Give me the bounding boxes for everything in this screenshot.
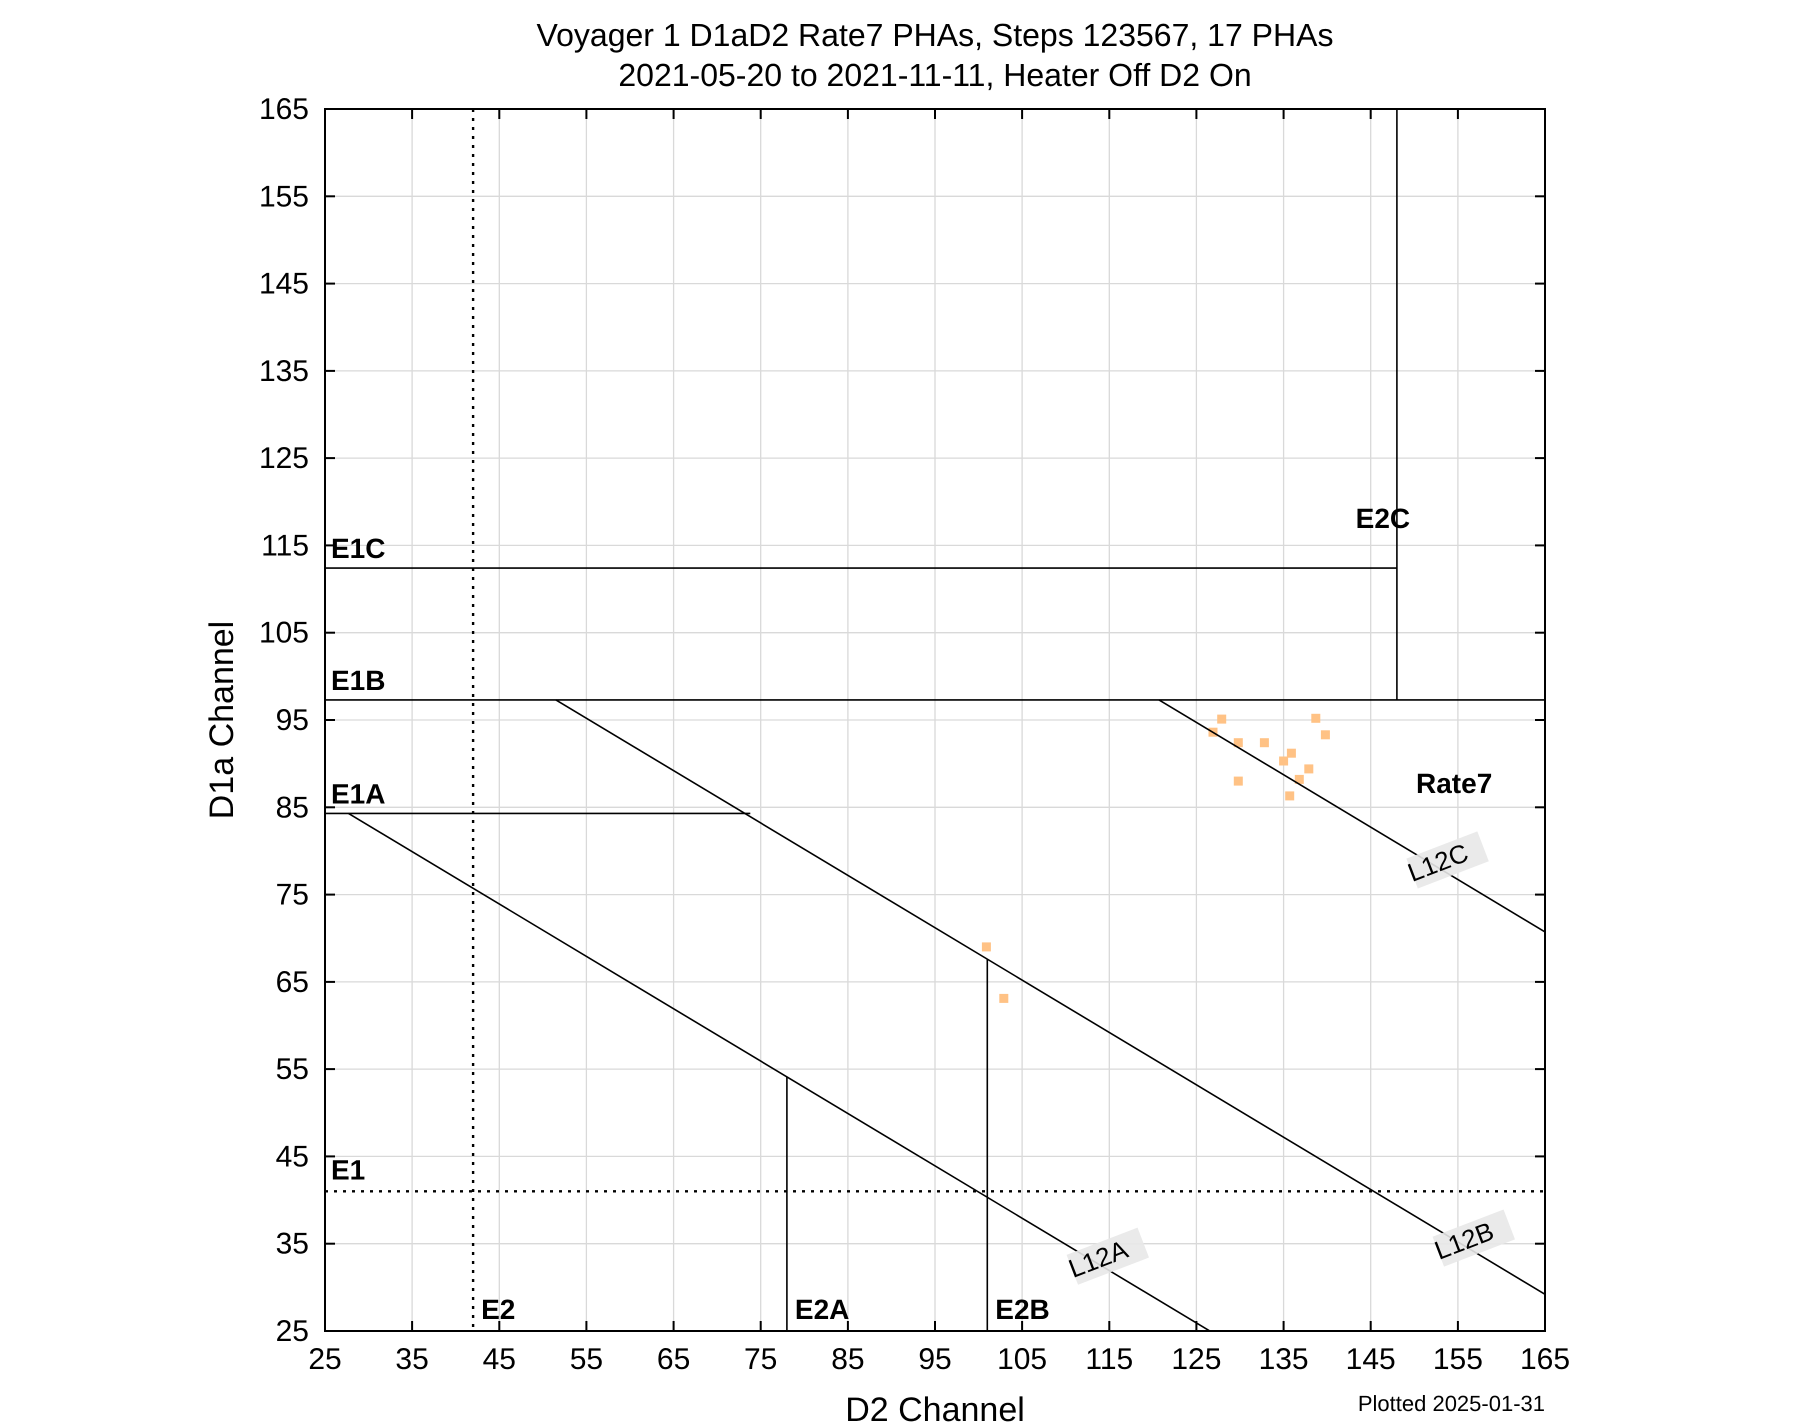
svg-text:Rate7: Rate7 — [1416, 768, 1492, 799]
svg-text:E1A: E1A — [331, 778, 385, 809]
svg-text:2021-05-20 to 2021-11-11, Heat: 2021-05-20 to 2021-11-11, Heater Off D2 … — [618, 57, 1251, 93]
svg-text:135: 135 — [1259, 1343, 1309, 1376]
svg-text:155: 155 — [1433, 1343, 1483, 1376]
svg-text:25: 25 — [308, 1343, 341, 1376]
svg-text:135: 135 — [259, 355, 309, 388]
svg-text:75: 75 — [276, 879, 309, 912]
svg-text:Voyager 1 D1aD2 Rate7 PHAs, St: Voyager 1 D1aD2 Rate7 PHAs, Steps 123567… — [537, 17, 1334, 53]
svg-text:75: 75 — [744, 1343, 777, 1376]
svg-text:85: 85 — [831, 1343, 864, 1376]
svg-text:D2 Channel: D2 Channel — [845, 1391, 1025, 1424]
svg-text:105: 105 — [997, 1343, 1047, 1376]
svg-text:155: 155 — [259, 180, 309, 213]
svg-text:115: 115 — [1085, 1343, 1133, 1376]
svg-text:105: 105 — [259, 617, 309, 650]
svg-text:125: 125 — [1171, 1343, 1221, 1376]
svg-text:65: 65 — [657, 1343, 690, 1376]
svg-text:35: 35 — [276, 1228, 309, 1261]
svg-text:25: 25 — [276, 1315, 309, 1348]
svg-text:85: 85 — [276, 791, 309, 824]
svg-text:E1C: E1C — [331, 533, 385, 564]
svg-text:E1: E1 — [331, 1154, 365, 1185]
svg-text:E1B: E1B — [331, 665, 385, 696]
svg-text:55: 55 — [276, 1053, 309, 1086]
svg-text:E2C: E2C — [1356, 503, 1410, 534]
svg-text:65: 65 — [276, 966, 309, 999]
svg-text:Plotted 2025-01-31: Plotted 2025-01-31 — [1358, 1391, 1545, 1416]
svg-text:45: 45 — [276, 1140, 309, 1173]
svg-text:55: 55 — [570, 1343, 603, 1376]
svg-text:E2B: E2B — [995, 1294, 1049, 1325]
svg-text:145: 145 — [259, 268, 309, 301]
svg-text:125: 125 — [259, 442, 309, 475]
svg-text:45: 45 — [483, 1343, 516, 1376]
svg-text:35: 35 — [395, 1343, 428, 1376]
svg-text:D1a Channel: D1a Channel — [203, 621, 241, 819]
svg-text:95: 95 — [276, 704, 309, 737]
svg-text:165: 165 — [259, 93, 309, 126]
svg-text:E2: E2 — [481, 1294, 515, 1325]
svg-text:E2A: E2A — [795, 1294, 849, 1325]
svg-text:95: 95 — [918, 1343, 951, 1376]
svg-text:165: 165 — [1520, 1343, 1570, 1376]
svg-text:115: 115 — [261, 529, 309, 562]
svg-text:145: 145 — [1346, 1343, 1396, 1376]
